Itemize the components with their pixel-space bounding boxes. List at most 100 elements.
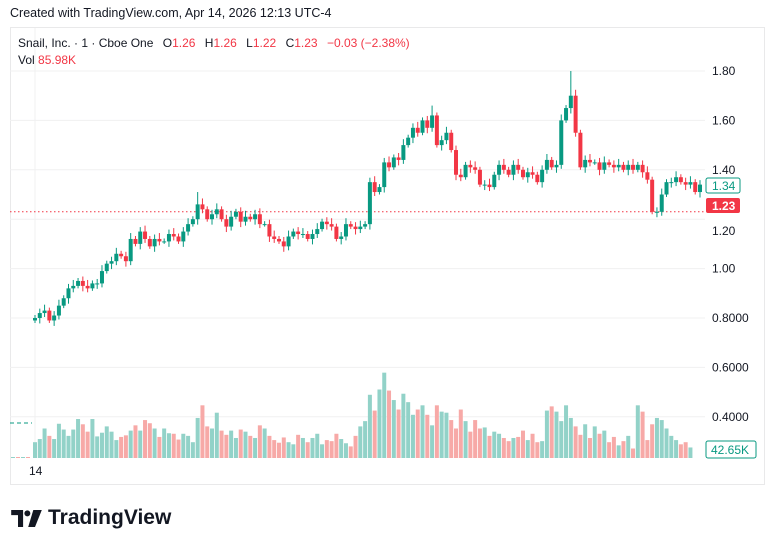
volume-bar — [587, 437, 592, 458]
candle-body — [343, 224, 348, 237]
low-label: L — [246, 36, 253, 50]
volume-bar — [621, 441, 626, 458]
candle-body — [143, 231, 148, 239]
last-visible-price-label: 1.34 — [712, 179, 736, 193]
candle-body — [104, 263, 109, 272]
candle-body — [324, 221, 329, 225]
volume-bar — [281, 437, 286, 458]
candle-body — [573, 95, 578, 133]
candle-body — [650, 179, 655, 212]
symbol-title[interactable]: Snail, Inc. · 1 · Cboe One — [18, 36, 154, 50]
candle-body — [549, 159, 554, 168]
volume-bar — [286, 442, 291, 458]
candle-body — [334, 226, 339, 239]
tradingview-wordmark: TradingView — [48, 506, 172, 529]
volume-bar — [99, 432, 104, 458]
tradingview-logo[interactable]: TradingView — [11, 506, 171, 530]
candle-body — [683, 182, 688, 185]
candle-body — [372, 182, 377, 193]
candle-body — [659, 194, 664, 212]
volume-bar — [339, 439, 344, 458]
candle-body — [410, 127, 415, 138]
candle-body — [214, 209, 219, 215]
volume-bar — [463, 421, 468, 458]
volume-bar — [645, 440, 650, 458]
volume-bar — [549, 406, 554, 458]
volume-bar — [229, 430, 234, 458]
candle-body — [645, 172, 650, 180]
volume-bar — [66, 435, 71, 458]
volume-bar — [143, 420, 148, 458]
volume-bar — [530, 433, 535, 458]
candle-body — [520, 169, 525, 178]
candle-body — [611, 164, 616, 168]
volume-bar — [262, 428, 267, 458]
volume-bar — [11, 457, 15, 458]
volume-bar — [329, 441, 334, 458]
volume-bar — [363, 421, 368, 458]
candle-body — [171, 234, 176, 237]
volume-bar — [128, 430, 133, 458]
candle-body — [516, 164, 521, 170]
volume-bar — [233, 437, 238, 458]
volume-bar — [147, 423, 152, 458]
volume-bar — [210, 428, 215, 458]
candle-body — [195, 204, 200, 220]
volume-bar — [157, 436, 162, 458]
volume-bar — [243, 431, 248, 458]
volume-bar — [688, 447, 693, 458]
volume-bar — [669, 435, 674, 458]
candle-body — [583, 159, 588, 168]
volume-bar — [372, 410, 377, 458]
volume-bar — [554, 411, 559, 458]
candle-body — [329, 224, 334, 227]
volume-bar — [61, 429, 66, 458]
candle-body — [530, 172, 535, 175]
candle-body — [377, 187, 382, 193]
candle-body — [654, 211, 659, 213]
volume-bar — [90, 419, 95, 458]
candle-body — [229, 216, 234, 227]
volume-bar — [166, 433, 171, 458]
candle-body — [468, 164, 473, 168]
volume-bar — [520, 430, 525, 458]
candle-body — [109, 261, 114, 264]
candle-body — [71, 285, 76, 289]
volume-bar — [200, 405, 205, 458]
volume-bar — [473, 420, 478, 458]
volume-bar — [497, 433, 502, 458]
candle-body — [128, 238, 133, 262]
volume-bar — [358, 426, 363, 458]
candle-body — [205, 209, 210, 220]
last-visible-price-box — [705, 177, 741, 194]
volume-bar — [334, 433, 339, 458]
candle-body — [305, 234, 310, 239]
candle-body — [506, 169, 511, 175]
volume-bar — [654, 417, 659, 458]
candle-body — [276, 238, 281, 242]
volume-price-label: 42.65K — [711, 443, 749, 457]
candle-body — [674, 177, 679, 183]
candle-body — [626, 164, 631, 170]
volume-bar — [544, 410, 549, 458]
volume-bar — [573, 426, 578, 458]
volume-bar — [616, 445, 621, 458]
candle-body — [310, 234, 315, 239]
candle-body — [253, 214, 258, 220]
y-tick-label: 0.6000 — [712, 360, 749, 374]
volume-bar — [678, 444, 683, 458]
candle-body — [487, 184, 492, 188]
candle-body — [669, 182, 674, 184]
volume-bar — [190, 442, 195, 458]
candle-body — [664, 182, 669, 195]
high-value: 1.26 — [213, 36, 237, 50]
y-tick-label: 1.80 — [712, 64, 736, 78]
candle-body — [640, 164, 645, 173]
candle-body — [243, 216, 248, 222]
volume-bar — [276, 442, 281, 458]
candle-body — [262, 224, 267, 226]
candle-body — [607, 162, 612, 165]
candle-body — [578, 132, 583, 168]
volume-bar — [16, 457, 20, 458]
